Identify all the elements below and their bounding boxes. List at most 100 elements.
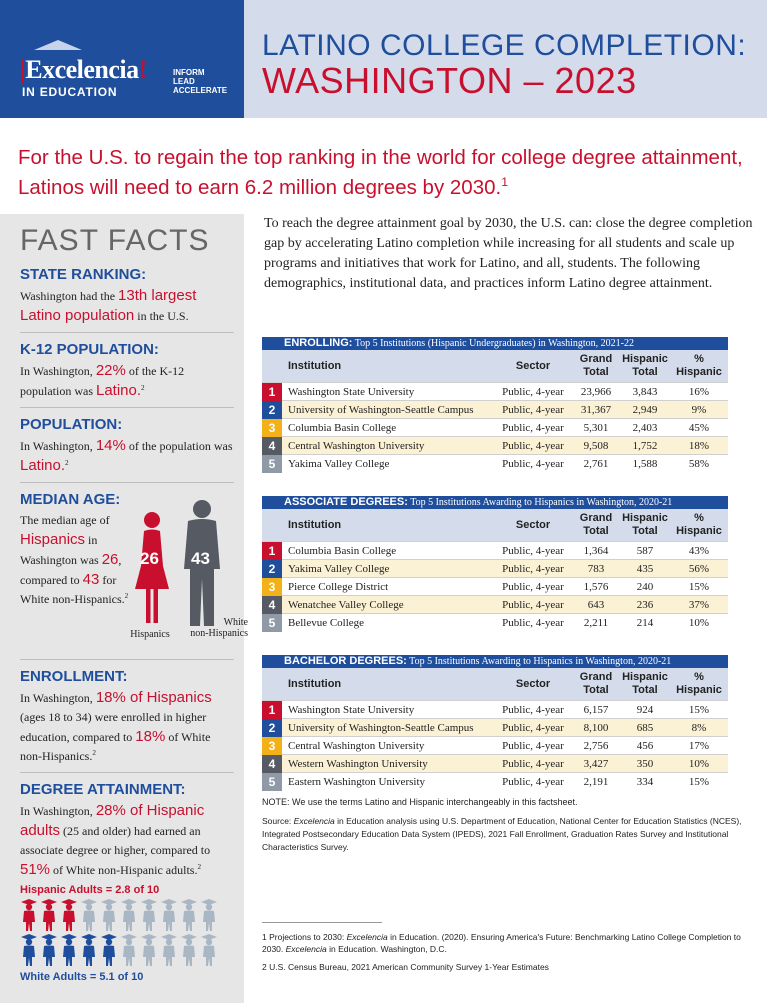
cell-percent-hispanic: 15% bbox=[688, 775, 710, 788]
logo-tagline: INFORM LEAD ACCELERATE bbox=[173, 68, 228, 95]
source-text: Source: Excelencia in Education analysis… bbox=[262, 816, 742, 852]
cell-institution: Yakima Valley College bbox=[288, 562, 390, 575]
table-row: 4 Wenatchee Valley College Public, 4-year 6… bbox=[262, 595, 728, 614]
cell-sector: Public, 4-year bbox=[502, 580, 564, 593]
graduate-icon bbox=[81, 899, 97, 931]
white-label: White non-Hispanics bbox=[190, 617, 248, 639]
cell-sector: Public, 4-year bbox=[502, 739, 564, 752]
fact-text: In Washington, 14% of the population was… bbox=[20, 437, 233, 474]
cell-institution: Yakima Valley College bbox=[288, 457, 390, 470]
fact-k12: K-12 POPULATION: In Washington, 22% of t… bbox=[20, 332, 234, 407]
logo-wordmark: |Excelencia! bbox=[20, 55, 147, 84]
rank-badge: 3 bbox=[262, 736, 282, 755]
cell-institution: Wenatchee Valley College bbox=[288, 598, 404, 611]
headline: For the U.S. to regain the top ranking i… bbox=[18, 146, 743, 199]
hispanic-adults-label: Hispanic Adults = 2.8 of 10 bbox=[20, 884, 160, 896]
cell-hispanic-total: 1,588 bbox=[632, 457, 658, 470]
cell-institution: Western Washington University bbox=[288, 757, 428, 770]
table-header: Institution Sector Grand Total Hispanic Total… bbox=[262, 350, 728, 382]
header-institution: Institution bbox=[288, 360, 342, 372]
cell-sector: Public, 4-year bbox=[502, 757, 564, 770]
fact-heading: POPULATION: bbox=[20, 416, 123, 433]
graduate-icon bbox=[81, 934, 97, 966]
header-sector: Sector bbox=[515, 519, 551, 531]
table-header: Institution Sector Grand Total Hispanic Total… bbox=[262, 668, 728, 700]
rank-badge: 1 bbox=[262, 541, 282, 560]
logo-panel: |Excelencia! IN EDUCATION INFORM LEAD AC… bbox=[0, 0, 244, 118]
cell-grand-total: 2,191 bbox=[583, 775, 609, 788]
header-hispanic-total: Hispanic Total bbox=[622, 512, 668, 537]
graduate-icon bbox=[41, 899, 57, 931]
cell-hispanic-total: 3,843 bbox=[632, 385, 658, 398]
fact-text: Washington had the 13th largest Latino p… bbox=[20, 287, 197, 324]
table-row: 3 Pierce College District Public, 4-year 1,… bbox=[262, 577, 728, 596]
cell-grand-total: 5,301 bbox=[583, 421, 609, 434]
cell-hispanic-total: 214 bbox=[636, 616, 654, 629]
graduate-icon bbox=[201, 934, 217, 966]
rank-badge: 1 bbox=[262, 382, 282, 401]
cell-institution: Pierce College District bbox=[288, 580, 389, 593]
cell-hispanic-total: 587 bbox=[636, 544, 654, 557]
table-row: 2 University of Washington-Seattle Campus… bbox=[262, 400, 728, 419]
table-caption: ASSOCIATE DEGREES: Top 5 Institutions Aw… bbox=[262, 496, 728, 509]
cell-percent-hispanic: 45% bbox=[688, 421, 710, 434]
cell-hispanic-total: 2,949 bbox=[632, 403, 658, 416]
table-caption: ENROLLING: Top 5 Institutions (Hispanic … bbox=[262, 337, 728, 350]
graduate-icon bbox=[61, 899, 77, 931]
fact-heading: ENROLLMENT: bbox=[20, 668, 128, 685]
header-grand-total: Grand Total bbox=[579, 671, 613, 696]
cell-institution: Washington State University bbox=[288, 703, 415, 716]
fact-text: In Washington, 18% of Hispanics (ages 18… bbox=[20, 689, 212, 763]
cell-percent-hispanic: 16% bbox=[688, 385, 710, 398]
table-row: 4 Central Washington University Public, 4-… bbox=[262, 436, 728, 455]
fact-text: In Washington, 28% of Hispanic adults (2… bbox=[20, 802, 211, 878]
graduate-icon bbox=[121, 899, 137, 931]
header-institution: Institution bbox=[288, 519, 342, 531]
cell-hispanic-total: 334 bbox=[636, 775, 654, 788]
note-text: NOTE: We use the terms Latino and Hispan… bbox=[262, 797, 578, 807]
white-adults-label: White Adults = 5.1 of 10 bbox=[20, 971, 144, 983]
hispanic-woman-icon bbox=[135, 512, 169, 623]
hispanic-label: Hispanics bbox=[130, 629, 170, 640]
cell-grand-total: 23,966 bbox=[580, 385, 612, 398]
rank-badge: 1 bbox=[262, 700, 282, 719]
rank-badge: 5 bbox=[262, 772, 282, 791]
table-row: 3 Columbia Basin College Public, 4-year 5,3… bbox=[262, 418, 728, 437]
rank-badge: 2 bbox=[262, 400, 282, 419]
table-caption: BACHELOR DEGREES: Top 5 Institutions Awa… bbox=[262, 655, 728, 668]
cell-sector: Public, 4-year bbox=[502, 562, 564, 575]
graduate-icon bbox=[121, 934, 137, 966]
cell-percent-hispanic: 10% bbox=[688, 616, 710, 629]
fact-heading: MEDIAN AGE: bbox=[20, 491, 121, 508]
bachelor-degrees-table: BACHELOR DEGREES: Top 5 Institutions Awa… bbox=[262, 655, 728, 791]
table-row: 1 Washington State University Public, 4-ye… bbox=[262, 700, 728, 719]
cell-grand-total: 9,508 bbox=[583, 439, 609, 452]
graduate-icon bbox=[161, 899, 177, 931]
fact-heading: DEGREE ATTAINMENT: bbox=[20, 781, 186, 798]
cell-percent-hispanic: 9% bbox=[691, 403, 707, 416]
cell-percent-hispanic: 37% bbox=[688, 598, 710, 611]
graduate-icon bbox=[101, 934, 117, 966]
cell-percent-hispanic: 18% bbox=[688, 439, 710, 452]
rank-badge: 3 bbox=[262, 418, 282, 437]
page-title-line2: WASHINGTON – 2023 bbox=[262, 60, 637, 101]
cell-hispanic-total: 456 bbox=[636, 739, 654, 752]
cell-percent-hispanic: 8% bbox=[691, 721, 707, 734]
cell-percent-hispanic: 15% bbox=[688, 703, 710, 716]
cell-institution: Eastern Washington University bbox=[288, 775, 426, 788]
cell-institution: University of Washington-Seattle Campus bbox=[288, 721, 474, 734]
graduation-cap-icon bbox=[34, 40, 82, 50]
logo-subtitle: IN EDUCATION bbox=[22, 85, 118, 99]
table-row: 1 Columbia Basin College Public, 4-year 1,3… bbox=[262, 541, 728, 560]
header-hispanic-total: Hispanic Total bbox=[622, 353, 668, 378]
graduate-icon bbox=[101, 899, 117, 931]
cell-grand-total: 1,576 bbox=[583, 580, 609, 593]
header-percent-hispanic: % Hispanic bbox=[676, 512, 722, 537]
hispanic-age-value: 26 bbox=[140, 549, 159, 568]
cell-institution: Columbia Basin College bbox=[288, 421, 397, 434]
header-sector: Sector bbox=[515, 360, 551, 372]
cell-institution: Columbia Basin College bbox=[288, 544, 397, 557]
cell-hispanic-total: 924 bbox=[636, 703, 654, 716]
cell-institution: Bellevue College bbox=[288, 616, 365, 629]
white-man-icon bbox=[184, 500, 220, 626]
